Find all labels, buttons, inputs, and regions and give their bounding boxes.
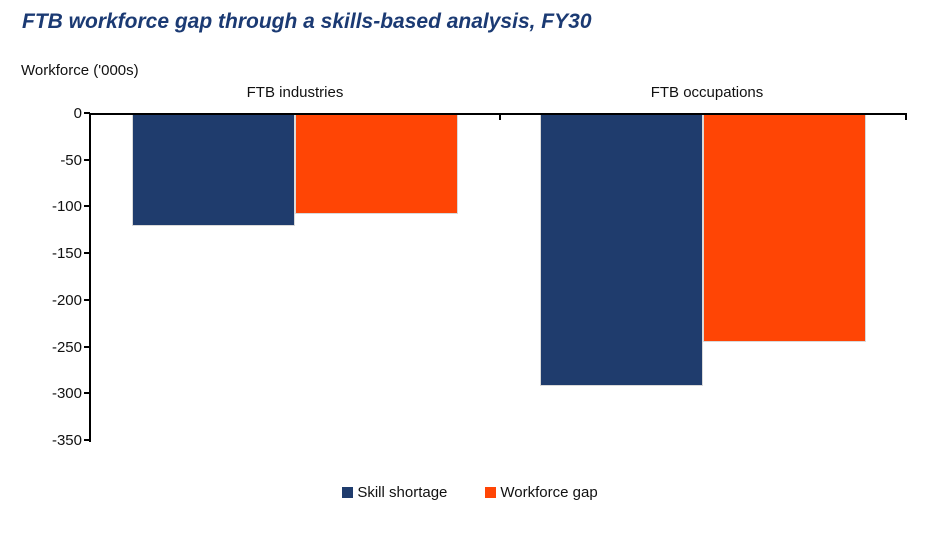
legend-item-workforce-gap: Workforce gap [485, 484, 598, 501]
y-axis-caption: Workforce ('000s) [21, 62, 139, 79]
y-tick-mark [84, 112, 90, 114]
bar-skill-shortage-ftb-industries [132, 114, 295, 226]
legend-label: Workforce gap [500, 484, 598, 501]
plot-area: 0 -50 -100 -150 -200 -250 -300 -350 [0, 106, 940, 458]
bar-workforce-gap-ftb-occupations [703, 114, 866, 342]
y-tick-label: -100 [51, 198, 82, 216]
chart-title: FTB workforce gap through a skills-based… [22, 10, 592, 33]
x-axis-line [89, 113, 907, 115]
y-tick-label: -50 [60, 151, 82, 169]
chart-legend: Skill shortage Workforce gap [0, 484, 940, 501]
y-tick-label: -300 [51, 385, 82, 403]
y-tick-label: -150 [51, 245, 82, 263]
y-tick-mark [84, 205, 90, 208]
legend-swatch-icon [485, 487, 497, 498]
y-tick-label: -250 [51, 338, 82, 356]
y-tick-mark [84, 439, 90, 441]
legend-item-skill-shortage: Skill shortage [342, 484, 447, 501]
category-label-ftb-occupations: FTB occupations [650, 84, 764, 101]
y-tick-label: -200 [51, 291, 82, 309]
y-tick-mark [84, 345, 90, 348]
x-tick-mark [499, 115, 501, 120]
y-tick-label: -350 [51, 432, 82, 449]
x-tick-mark [905, 115, 907, 120]
legend-label: Skill shortage [357, 484, 448, 501]
legend-swatch-icon [342, 487, 354, 498]
y-tick-mark [84, 298, 90, 301]
y-tick-mark [84, 392, 90, 395]
bar-skill-shortage-ftb-occupations [540, 114, 703, 386]
y-tick-mark [84, 252, 90, 255]
category-label-ftb-industries: FTB industries [246, 84, 344, 101]
y-axis-line [89, 113, 91, 442]
y-tick-mark [84, 158, 90, 161]
bar-workforce-gap-ftb-industries [295, 114, 458, 214]
y-tick-label: 0 [73, 105, 82, 122]
